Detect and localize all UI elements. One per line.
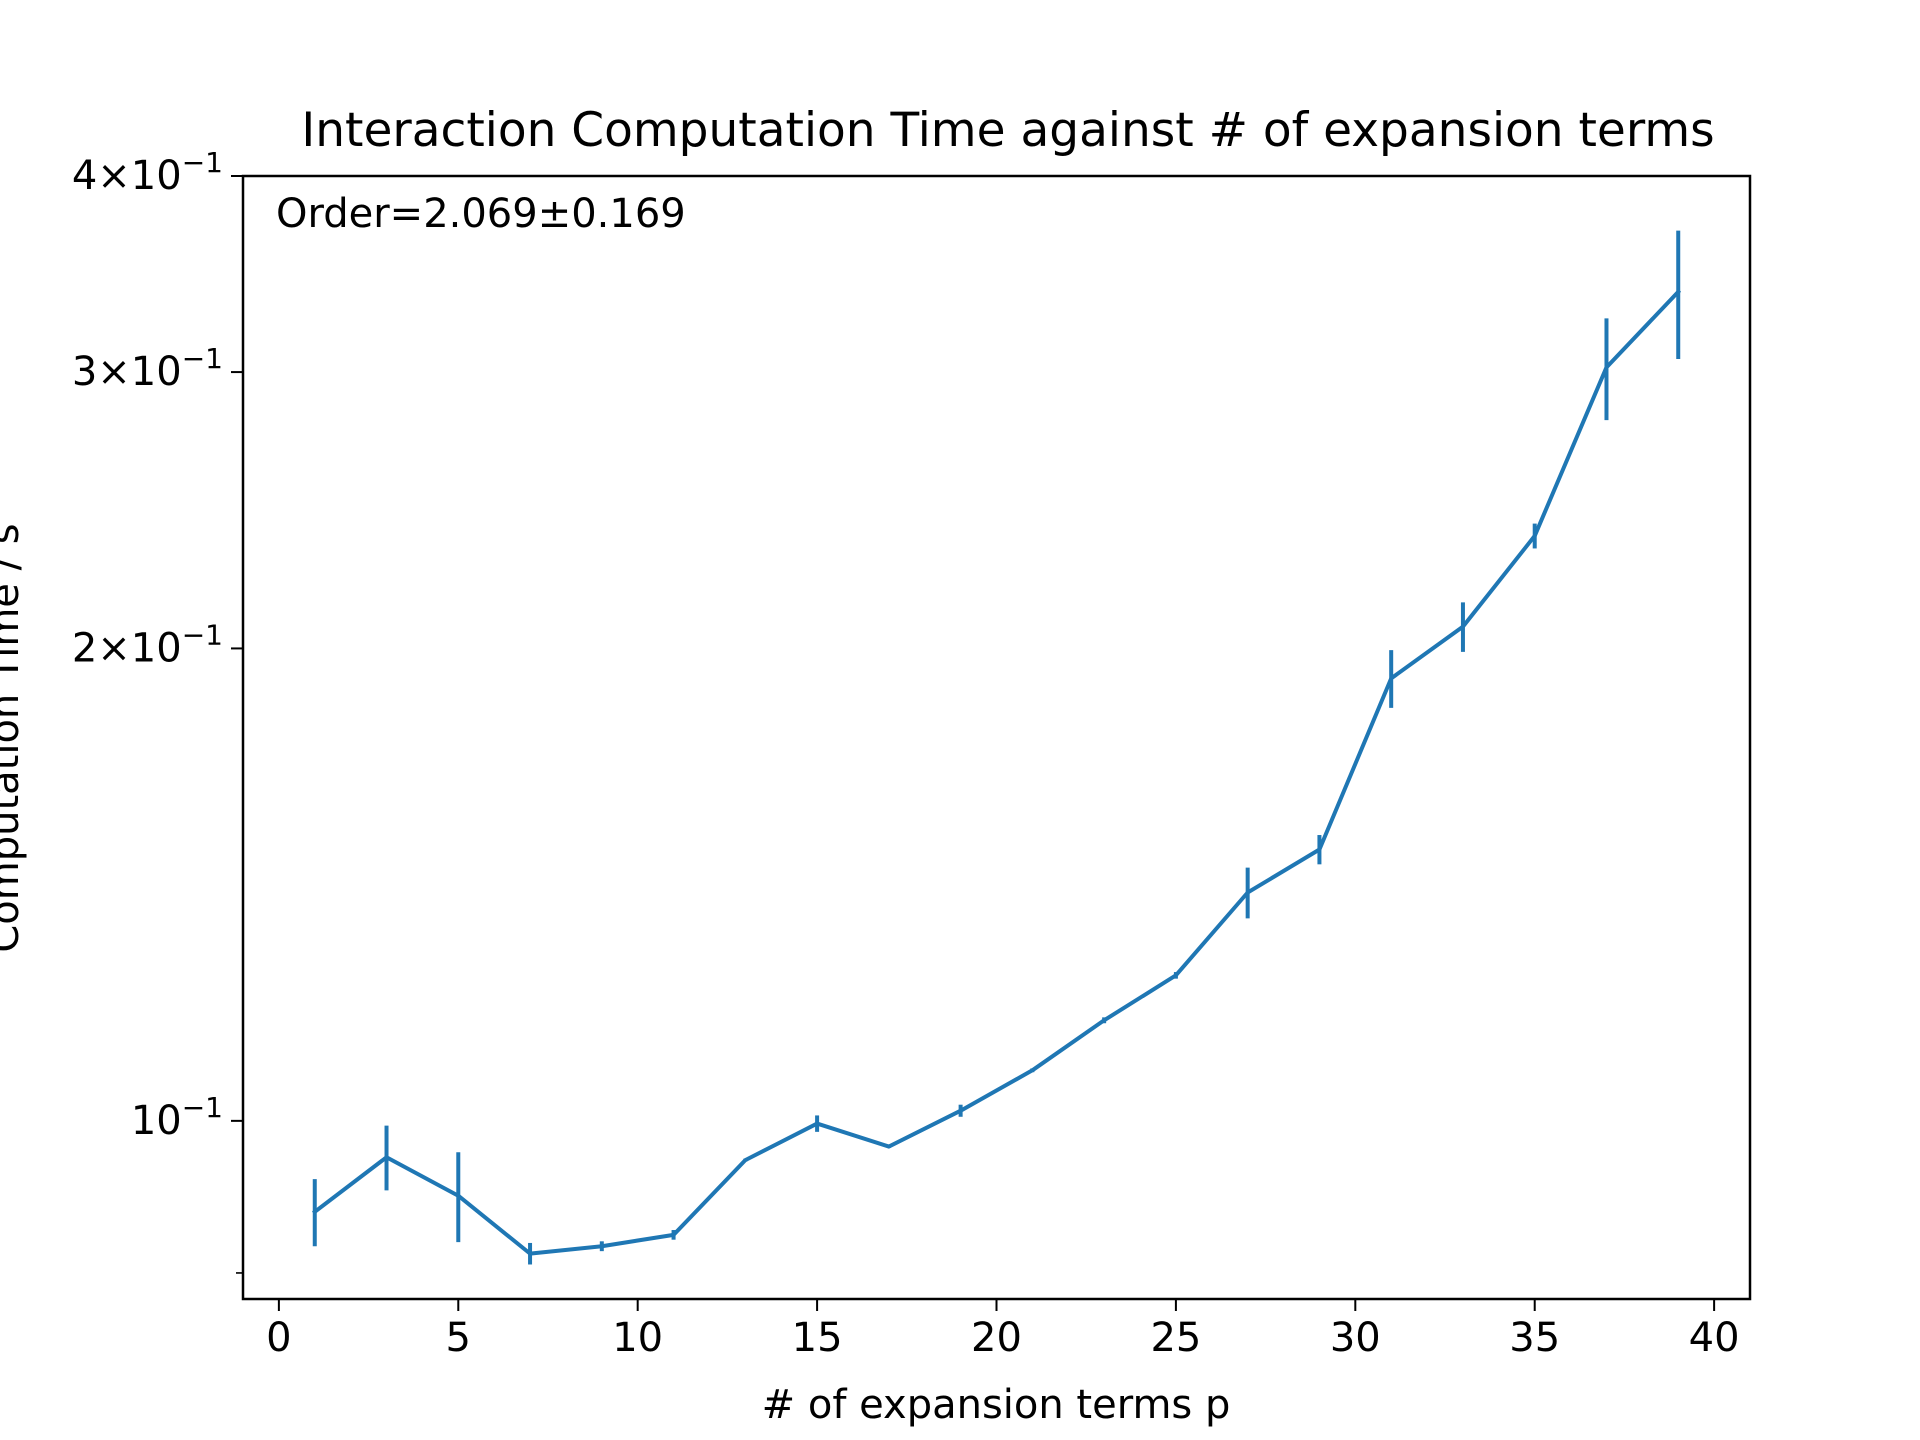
y-tick-label: 4×10−1 [72,146,223,199]
y-tick-label: 2×10−1 [72,618,223,671]
x-tick-label: 10 [612,1315,663,1361]
x-axis-label: # of expansion terms p [762,1382,1231,1428]
x-tick-label: 20 [971,1315,1022,1361]
x-tick-label: 5 [446,1315,471,1361]
y-tick-label: 10−1 [131,1091,223,1144]
x-tick-label: 15 [792,1315,843,1361]
x-tick-label: 40 [1689,1315,1740,1361]
x-tick-label: 30 [1330,1315,1381,1361]
plot-frame [241,174,1752,1301]
x-tick-label: 25 [1150,1315,1201,1361]
order-annotation: Order=2.069±0.169 [276,191,686,237]
x-tick-label: 0 [266,1315,291,1361]
y-tick-label: 3×10−1 [72,342,223,395]
y-axis-label: Computation Time / s [0,523,28,952]
chart-title: Interaction Computation Time against # o… [301,103,1714,158]
x-tick-label: 35 [1509,1315,1560,1361]
axes-layer: 0 5 10 15 20 25 30 35 40 10−1 2×10−1 3×10−1 4×10−1 [72,146,1740,1361]
series-layer [311,230,1682,1265]
series-line [311,288,1682,1256]
